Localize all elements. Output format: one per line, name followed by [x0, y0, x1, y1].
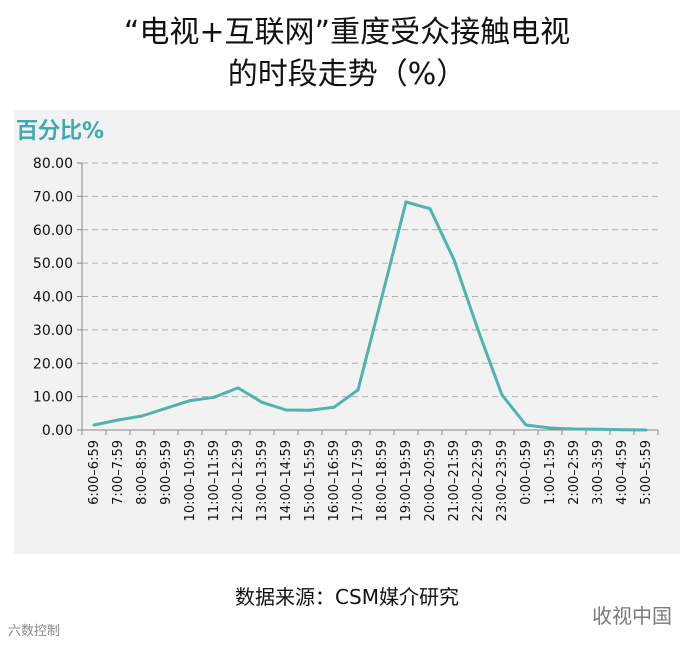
- y-tick-label: 0.00: [42, 423, 73, 439]
- y-tick-label: 30.00: [33, 323, 73, 339]
- y-tick-label: 20.00: [33, 356, 73, 372]
- x-tick-label: 9:00–9:59: [159, 440, 174, 505]
- y-tick-label: 40.00: [33, 290, 73, 306]
- x-tick-label: 14:00–14:59: [279, 440, 294, 521]
- x-tick-label: 22:00–22:59: [471, 440, 486, 521]
- data-point: [308, 408, 312, 412]
- data-point: [164, 406, 168, 410]
- data-point: [524, 423, 528, 427]
- gridlines: [82, 162, 658, 398]
- data-point: [500, 393, 504, 397]
- x-tick-label: 7:00–7:59: [111, 440, 126, 505]
- data-point: [428, 207, 432, 211]
- series-polyline: [93, 200, 647, 432]
- title-line-2: 的时段走势（%）: [227, 57, 467, 92]
- data-point: [284, 408, 288, 412]
- x-axis: 6:00–6:59 7:00–7:59 8:00–8:59 9:00–9:59 10:0…: [81, 429, 659, 521]
- y-axis-label: 百分比%: [16, 119, 105, 144]
- data-point: [260, 400, 264, 404]
- data-point: [188, 399, 192, 403]
- x-tick-label: 16:00–16:59: [327, 440, 342, 521]
- x-tick-label: 5:00–5:59: [639, 440, 654, 505]
- watermark-left: 六数控制: [8, 624, 61, 639]
- data-point: [140, 414, 144, 418]
- x-tick-label: 2:00–2:59: [567, 440, 582, 505]
- x-tick-label: 19:00–19:59: [399, 440, 414, 521]
- data-point: [548, 426, 552, 430]
- x-tick-label: 10:00–10:59: [183, 440, 198, 521]
- page-title: “电视+互联网”重度受众接触电视 的时段走势（%）: [0, 12, 694, 96]
- x-tick-label: 6:00–6:59: [87, 440, 102, 505]
- data-point: [236, 386, 240, 390]
- x-tick-label: 15:00–15:59: [303, 440, 318, 521]
- x-tick-label: 17:00–17:59: [351, 440, 366, 521]
- title-line-1: “电视+互联网”重度受众接触电视: [123, 15, 571, 50]
- x-tick-label: 3:00–3:59: [591, 440, 606, 505]
- x-tick-label: 20:00–20:59: [423, 440, 438, 521]
- data-point: [332, 405, 336, 409]
- data-point: [644, 428, 648, 432]
- chart-panel: [14, 110, 680, 554]
- data-point: [380, 295, 384, 298]
- data-point: [116, 418, 120, 422]
- x-tick-label: 12:00–12:59: [231, 440, 246, 521]
- data-point: [596, 427, 600, 431]
- data-point: [212, 395, 216, 399]
- x-tick-label: 4:00–4:59: [615, 440, 630, 505]
- x-tick-label: 18:00–18:59: [375, 440, 390, 521]
- watermark-right: 收视中国: [592, 604, 672, 628]
- data-point: [404, 200, 408, 204]
- data-point: [356, 388, 360, 392]
- y-tick-label: 60.00: [33, 223, 73, 239]
- source-note: 数据来源：CSM媒介研究: [235, 585, 459, 609]
- data-point: [452, 258, 456, 262]
- data-point: [572, 427, 576, 431]
- y-axis: 0.00 10.00 20.00 30.00 40.00 50.00 60.00 70.00 8…: [33, 156, 83, 439]
- data-point: [92, 423, 96, 427]
- x-tick-label: 23:00–23:59: [495, 440, 510, 521]
- y-tick-label: 10.00: [33, 390, 73, 406]
- series-line: [92, 200, 648, 432]
- x-tick-label: 21:00–21:59: [447, 440, 462, 521]
- data-point: [620, 428, 624, 432]
- data-point: [476, 328, 480, 332]
- x-tick-label: 11:00–11:59: [207, 440, 222, 521]
- y-tick-label: 70.00: [33, 189, 73, 205]
- x-tick-label: 13:00–13:59: [255, 440, 270, 521]
- y-tick-label: 80.00: [33, 156, 73, 172]
- x-tick-label: 8:00–8:59: [135, 440, 150, 505]
- y-tick-label: 50.00: [33, 256, 73, 272]
- x-tick-label: 1:00–1:59: [543, 440, 558, 505]
- x-tick-label: 0:00–0:59: [519, 440, 534, 505]
